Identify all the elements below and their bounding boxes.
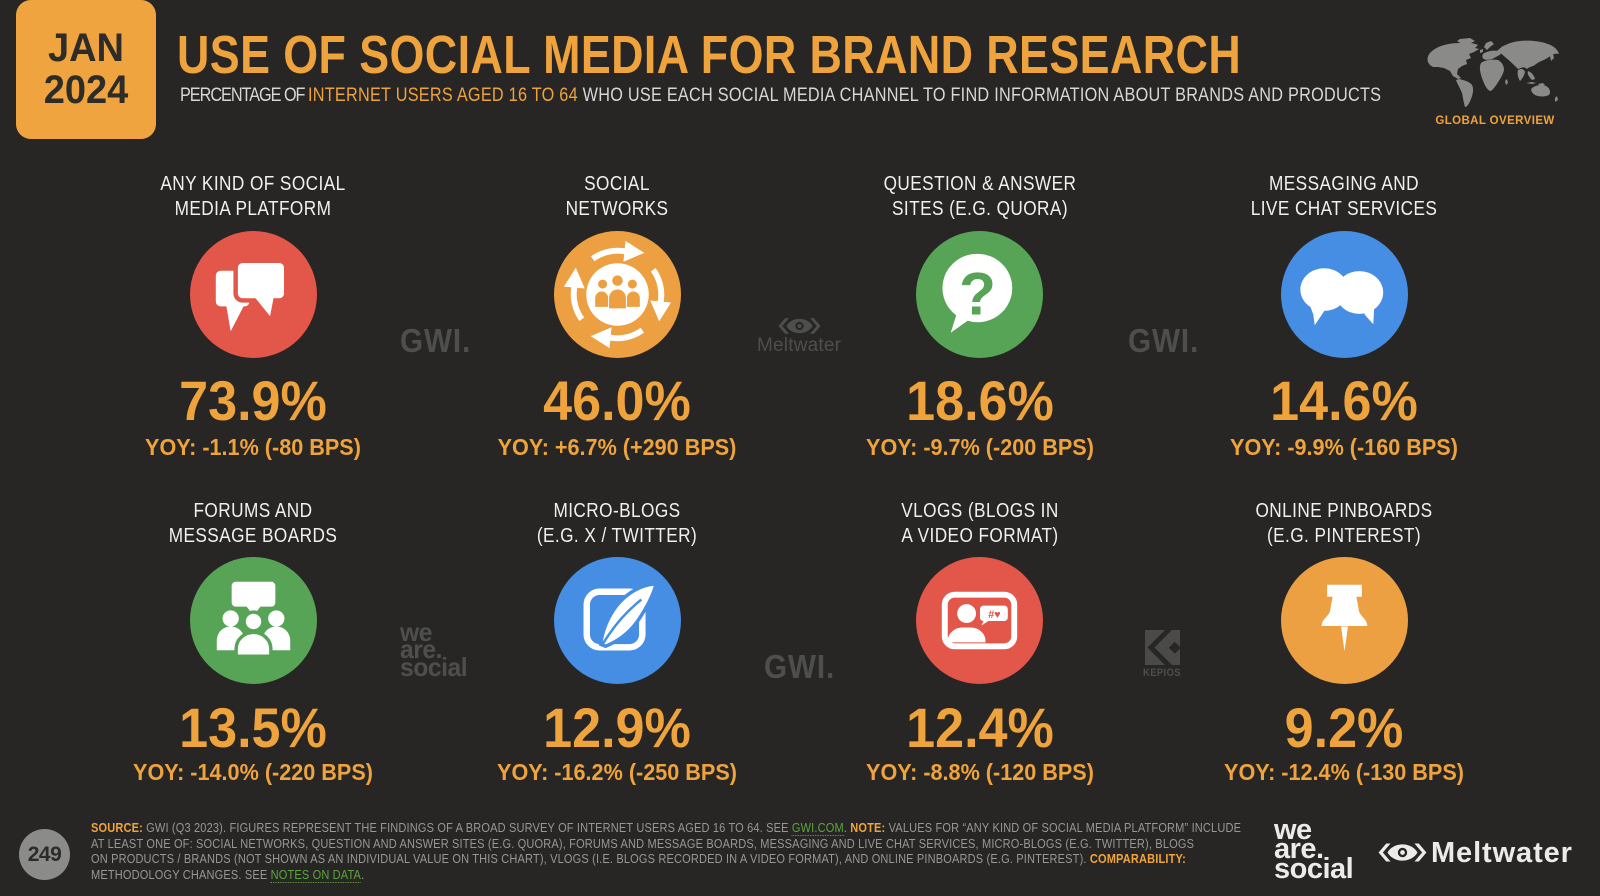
svg-text:#♥: #♥	[988, 609, 1001, 621]
svg-text:?: ?	[959, 259, 996, 327]
